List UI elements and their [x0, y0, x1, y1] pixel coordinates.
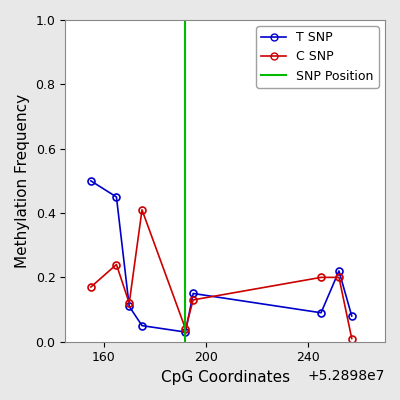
X-axis label: CpG Coordinates: CpG Coordinates — [160, 370, 290, 385]
Y-axis label: Methylation Frequency: Methylation Frequency — [15, 94, 30, 268]
Legend: T SNP, C SNP, SNP Position: T SNP, C SNP, SNP Position — [256, 26, 379, 88]
